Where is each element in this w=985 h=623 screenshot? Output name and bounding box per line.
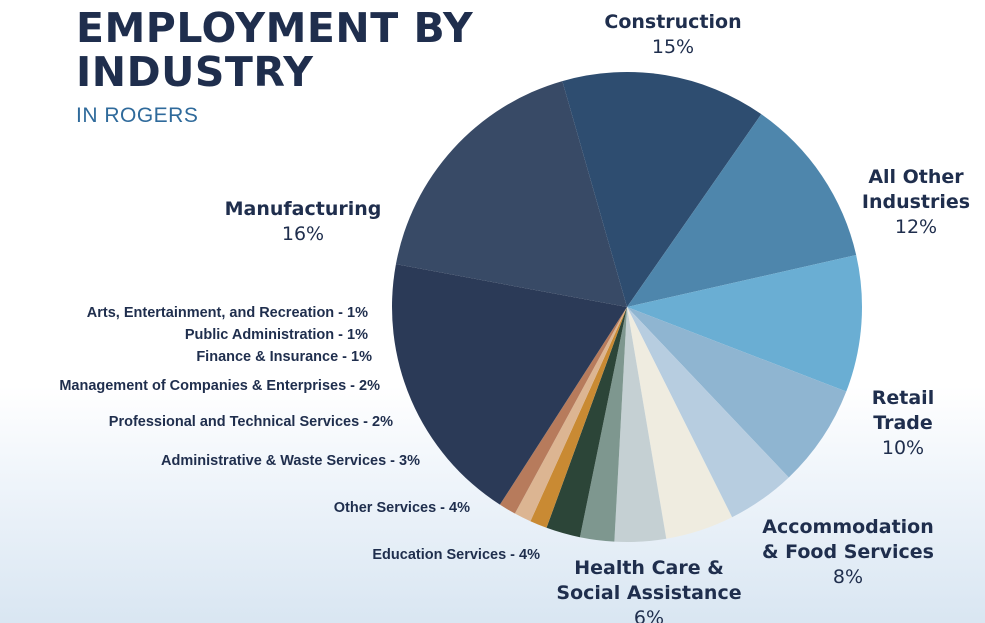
slice-label-retail-trade: Retail	[872, 387, 934, 409]
slice-value-retail-trade: 10%	[882, 437, 924, 459]
slice-label-management-of-companies-and-enterprises: Management of Companies & Enterprises - …	[59, 378, 380, 394]
slice-label-accommodation-and-food-services: Accommodation	[762, 516, 934, 538]
slice-label-accommodation-and-food-services: & Food Services	[762, 541, 934, 563]
slice-value-all-other-industries: 12%	[895, 216, 937, 238]
slice-label-all-other-industries: All Other	[868, 166, 964, 188]
slice-label-finance-and-insurance: Finance & Insurance - 1%	[196, 349, 372, 365]
slice-value-health-care-and-social-assistance: 6%	[634, 607, 664, 623]
slice-value-accommodation-and-food-services: 8%	[833, 566, 863, 588]
slice-label-public-administration: Public Administration - 1%	[185, 327, 368, 343]
slice-value-manufacturing: 16%	[282, 223, 324, 245]
slice-label-construction: Construction	[604, 11, 741, 33]
slice-label-health-care-and-social-assistance: Health Care &	[574, 557, 724, 579]
slice-label-manufacturing: Manufacturing	[225, 198, 382, 220]
slice-label-health-care-and-social-assistance: Social Assistance	[556, 582, 741, 604]
slice-label-professional-and-technical-services: Professional and Technical Services - 2%	[109, 414, 393, 430]
slice-label-other-services: Other Services - 4%	[334, 500, 470, 516]
slice-label-arts-entertainment-and-recreation: Arts, Entertainment, and Recreation - 1%	[87, 305, 368, 321]
slice-label-all-other-industries: Industries	[862, 191, 970, 213]
slice-label-education-services: Education Services - 4%	[372, 547, 540, 563]
slice-label-administrative-and-waste-services: Administrative & Waste Services - 3%	[161, 453, 420, 469]
slice-label-retail-trade: Trade	[873, 412, 933, 434]
slice-value-construction: 15%	[652, 36, 694, 58]
pie-slices	[392, 72, 862, 542]
